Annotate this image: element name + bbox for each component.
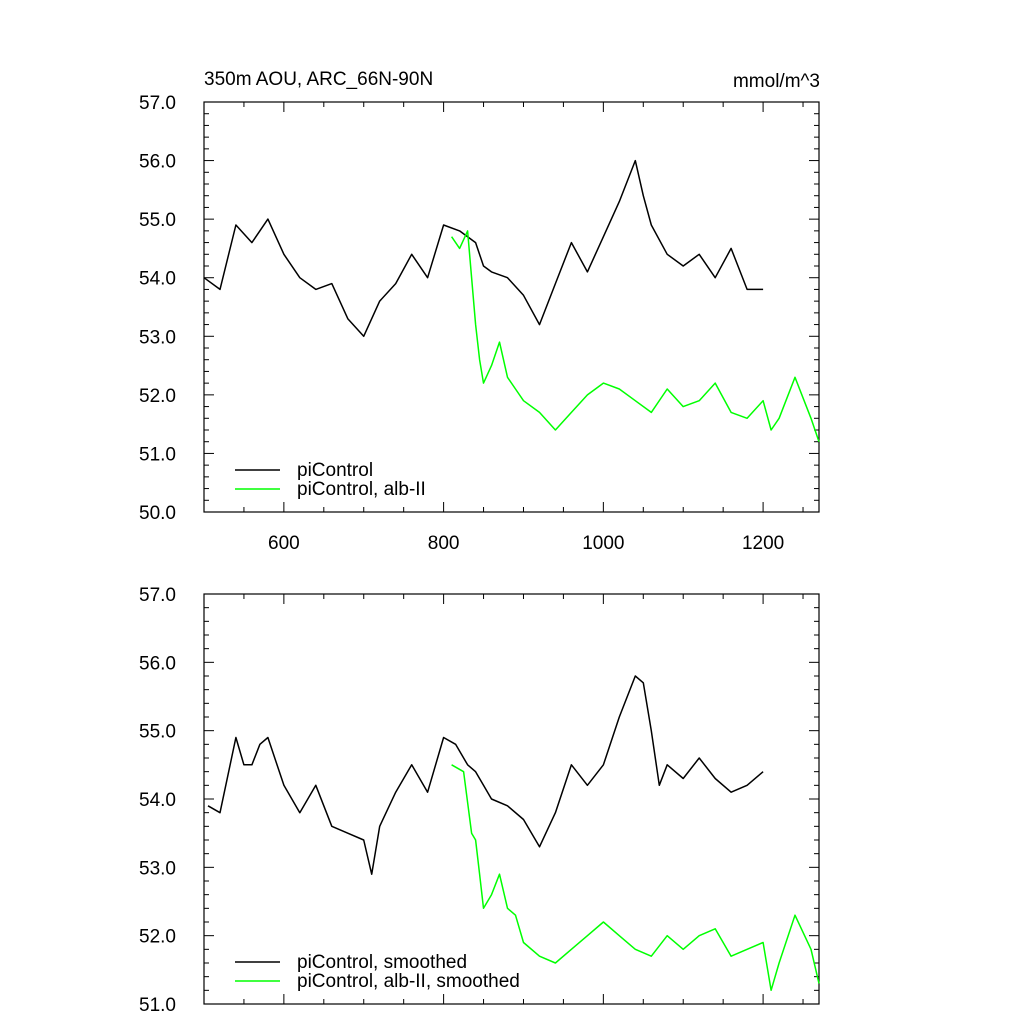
y-tick-label: 56.0 bbox=[139, 653, 176, 674]
y-tick-label: 52.0 bbox=[139, 927, 176, 948]
series-line-picontrol-alb-ii bbox=[450, 230, 820, 442]
y-tick-label: 57.0 bbox=[139, 585, 176, 606]
y-tick-label: 51.0 bbox=[139, 995, 176, 1016]
bottom-plot-frame bbox=[203, 593, 820, 1005]
x-tick-label: 600 bbox=[268, 533, 300, 554]
chart-title: 350m AOU, ARC_66N-90N bbox=[204, 69, 433, 90]
units-label: mmol/m^3 bbox=[733, 71, 820, 92]
top-legend: piControl piControl, alb-II bbox=[235, 460, 426, 500]
legend-label-picontrol-smoothed: piControl, smoothed bbox=[297, 952, 467, 973]
y-tick-label: 53.0 bbox=[139, 327, 176, 348]
x-tick-label: 800 bbox=[428, 533, 460, 554]
y-tick-label: 57.0 bbox=[139, 93, 176, 114]
y-tick-label: 50.0 bbox=[139, 503, 176, 524]
x-tick-label: 1000 bbox=[582, 533, 624, 554]
y-tick-label: 53.0 bbox=[139, 858, 176, 879]
y-tick-label: 54.0 bbox=[139, 790, 176, 811]
series-line-picontrol-smoothed bbox=[207, 675, 764, 875]
top-plot-frame bbox=[203, 101, 820, 513]
y-tick-label: 52.0 bbox=[139, 386, 176, 407]
x-tick-label: 1200 bbox=[742, 533, 784, 554]
bottom-panel: 51.0 52.0 53.0 54.0 55.0 56.0 57.0 piControl, … bbox=[139, 585, 820, 1016]
y-tick-label: 55.0 bbox=[139, 722, 176, 743]
bottom-series-lines bbox=[207, 675, 820, 992]
legend-label-alb-ii-smoothed: piControl, alb-II, smoothed bbox=[297, 971, 520, 992]
bottom-x-axis bbox=[203, 594, 804, 1004]
y-tick-label: 56.0 bbox=[139, 152, 176, 173]
y-tick-label: 55.0 bbox=[139, 210, 176, 231]
series-line-picontrol-alb-ii-smoothed bbox=[451, 764, 820, 992]
top-y-axis: 50.0 51.0 52.0 53.0 54.0 55.0 56.0 57.0 bbox=[139, 93, 819, 524]
top-series-lines bbox=[203, 159, 820, 442]
top-x-axis: 600 800 1000 1200 bbox=[203, 102, 804, 554]
series-line-picontrol bbox=[203, 159, 764, 338]
bottom-y-axis: 51.0 52.0 53.0 54.0 55.0 56.0 57.0 bbox=[139, 585, 819, 1016]
top-panel: 350m AOU, ARC_66N-90N mmol/m^3 50.051.05… bbox=[139, 69, 820, 554]
bottom-legend: piControl, smoothed piControl, alb-II, s… bbox=[235, 952, 520, 992]
y-tick-label: 54.0 bbox=[139, 269, 176, 290]
legend-label-alb-ii: piControl, alb-II bbox=[297, 479, 426, 500]
legend-label-picontrol: piControl bbox=[297, 460, 373, 481]
y-tick-label: 51.0 bbox=[139, 444, 176, 465]
